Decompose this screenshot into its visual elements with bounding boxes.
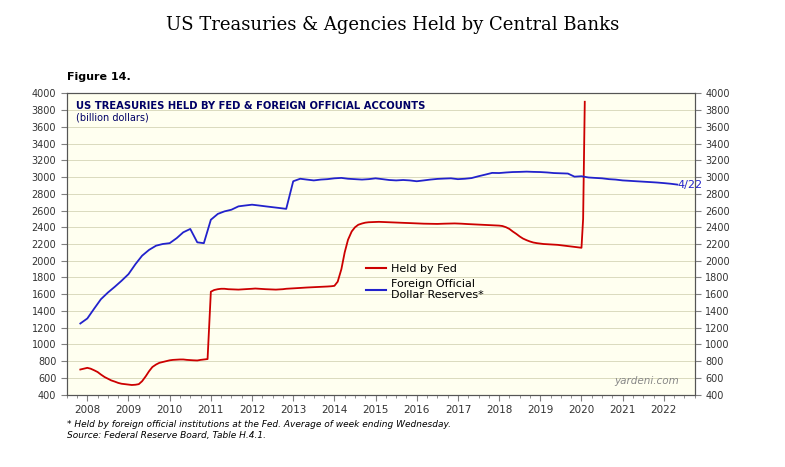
Text: Figure 14.: Figure 14. <box>67 72 130 82</box>
Text: US TREASURIES HELD BY FED & FOREIGN OFFICIAL ACCOUNTS: US TREASURIES HELD BY FED & FOREIGN OFFI… <box>76 101 425 111</box>
Text: 4/22: 4/22 <box>677 180 703 190</box>
Text: (billion dollars): (billion dollars) <box>76 113 149 123</box>
Legend: Held by Fed, Foreign Official
Dollar Reserves*: Held by Fed, Foreign Official Dollar Res… <box>361 260 488 305</box>
Text: * Held by foreign official institutions at the Fed. Average of week ending Wedne: * Held by foreign official institutions … <box>67 420 451 440</box>
Text: US Treasuries & Agencies Held by Central Banks: US Treasuries & Agencies Held by Central… <box>166 16 619 35</box>
Text: yardeni.com: yardeni.com <box>615 375 679 386</box>
